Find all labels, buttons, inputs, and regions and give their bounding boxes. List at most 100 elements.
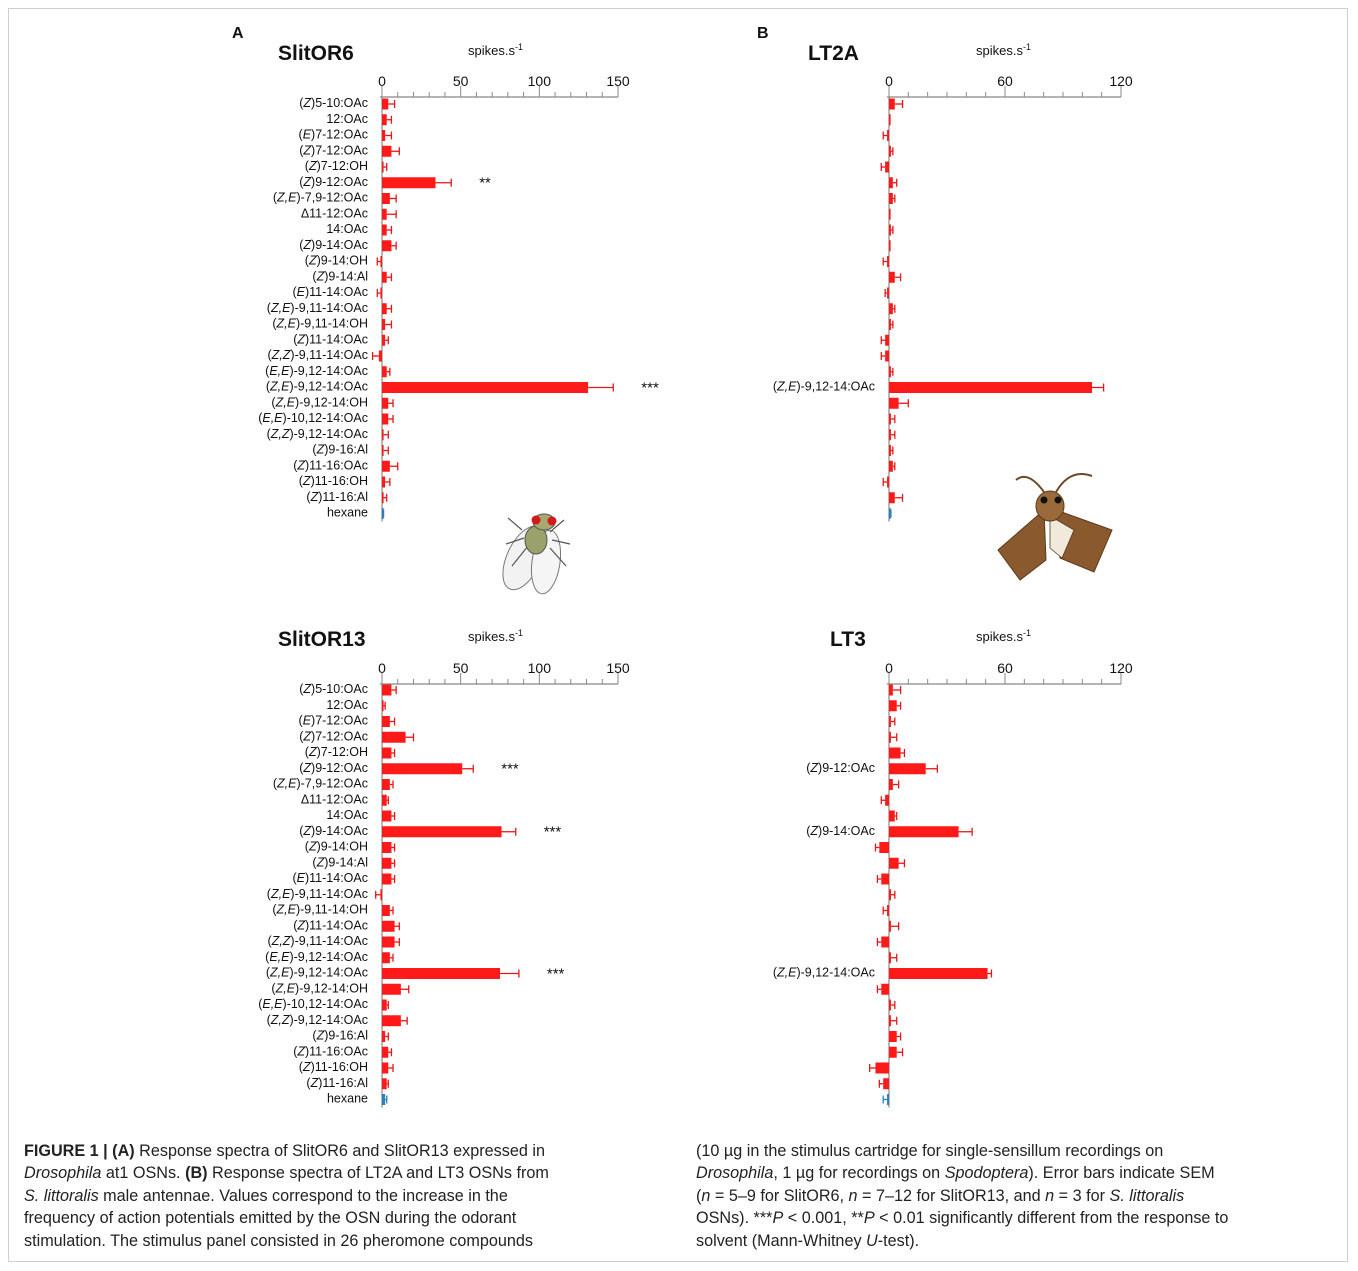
chart-lt3-bar bbox=[881, 936, 889, 948]
chart-slitor6-bar bbox=[382, 334, 386, 346]
chart-lt3-category-label: (Z,E)-9,12-14:OAc bbox=[773, 966, 875, 980]
chart-lt3-bar bbox=[879, 842, 889, 853]
chart-slitor13-category-label: Δ11-12:OAc bbox=[301, 793, 368, 807]
chart-lt3-bar bbox=[889, 857, 899, 869]
chart-slitor13-category-label: (Z)11-16:OH bbox=[299, 1060, 368, 1074]
chart-slitor13-bar bbox=[382, 826, 502, 838]
chart-slitor13-bar bbox=[382, 747, 392, 759]
chart-slitor6-bar bbox=[382, 224, 387, 236]
chart-slitor13-category-label: (Z)9-12:OAc bbox=[299, 761, 368, 775]
chart-lt3-bar bbox=[889, 763, 926, 775]
fly-legs bbox=[505, 517, 571, 567]
chart-lt2a-bar bbox=[889, 366, 891, 378]
chart-slitor6-bar bbox=[380, 256, 383, 267]
chart-slitor6-category-label: (E,E)-10,12-14:OAc bbox=[258, 411, 368, 425]
chart-slitor6-category-label: (Z)9-14:Al bbox=[312, 270, 368, 284]
chart-lt2a-bar bbox=[889, 177, 893, 189]
chart-slitor6-bar bbox=[382, 240, 392, 252]
chart-slitor13-category-label: (Z)11-14:OAc bbox=[293, 919, 368, 933]
chart-slitor13-tick-label-100: 100 bbox=[528, 660, 552, 676]
chart-slitor6-category-label: (Z)11-14:OAc bbox=[293, 333, 368, 347]
chart-lt3-bar bbox=[889, 1015, 891, 1027]
chart-slitor13-bar bbox=[382, 684, 392, 696]
chart-slitor6-category-label: (Z)9-12:OAc bbox=[299, 175, 368, 189]
chart-slitor13-bar bbox=[382, 936, 395, 948]
chart-lt2a-bar bbox=[889, 319, 891, 330]
chart-slitor13-bar bbox=[382, 731, 406, 743]
chart-slitor13-bar bbox=[382, 1078, 387, 1090]
chart-lt3-bar bbox=[889, 810, 895, 822]
chart-slitor13-axis-unit: spikes.s-1 bbox=[468, 628, 523, 644]
chart-lt2a-bar bbox=[887, 256, 889, 267]
chart-lt2a-bar bbox=[889, 382, 1092, 393]
chart-slitor6-category-label: (Z)5-10:OAc bbox=[299, 96, 368, 110]
chart-slitor6-category-label: 14:OAc bbox=[326, 222, 368, 236]
chart-slitor6-category-label: (Z)7-12:OAc bbox=[299, 144, 368, 158]
chart-slitor6-bar bbox=[382, 208, 387, 220]
caption-right-line-1: (10 µg in the stimulus cartridge for sin… bbox=[696, 1142, 1164, 1160]
chart-lt3-bar bbox=[889, 889, 891, 901]
chart-lt2a-title: LT2A bbox=[808, 42, 859, 65]
chart-slitor13-category-label: (Z,E)-9,11-14:OAc bbox=[267, 887, 368, 901]
chart-lt3-bar bbox=[887, 905, 889, 916]
spodoptera-moth-icon bbox=[997, 473, 1113, 581]
chart-slitor13-category-label: hexane bbox=[327, 1092, 368, 1106]
chart-slitor6-bar bbox=[382, 319, 386, 330]
chart-slitor13-category-label: (Z,Z)-9,12-14:OAc bbox=[267, 1013, 368, 1027]
chart-slitor13-bar bbox=[382, 1015, 401, 1027]
chart-slitor6-bar bbox=[382, 271, 387, 283]
chart-lt2a-bar bbox=[889, 271, 895, 283]
chart-slitor13-tick-label-150: 150 bbox=[606, 660, 630, 676]
chart-lt3-title: LT3 bbox=[830, 628, 866, 651]
chart-slitor6-bar bbox=[382, 130, 386, 141]
chart-slitor6-bar bbox=[382, 476, 386, 488]
chart-slitor6-bar bbox=[382, 193, 390, 204]
chart-slitor6-category-label: (Z,E)-9,11-14:OAc bbox=[267, 301, 368, 315]
chart-slitor13-bar bbox=[382, 983, 401, 995]
chart-slitor13-bar bbox=[382, 810, 392, 822]
chart-slitor13-bar bbox=[382, 857, 392, 869]
caption-left: FIGURE 1 | (A) Response spectra of SlitO… bbox=[24, 1140, 549, 1252]
chart-lt2a-bar bbox=[889, 145, 891, 157]
moth-wing-left bbox=[997, 508, 1047, 581]
chart-lt3-bar bbox=[883, 1078, 889, 1090]
figure-frame bbox=[8, 8, 1348, 1262]
chart-lt3-bar bbox=[889, 952, 891, 964]
chart-lt3-bar bbox=[889, 1031, 897, 1042]
caption-right-line-5: solvent (Mann-Whitney U-test). bbox=[696, 1231, 920, 1250]
chart-slitor6-category-label: (Z,Z)-9,12-14:OAc bbox=[267, 427, 368, 441]
chart-slitor6-category-label: (Z)9-14:OH bbox=[305, 254, 368, 268]
chart-lt2a-bar bbox=[887, 130, 889, 141]
moth-eye-right bbox=[1054, 496, 1062, 504]
chart-slitor13-bar bbox=[382, 952, 390, 964]
chart-slitor6-category-label: 12:OAc bbox=[326, 112, 368, 126]
chart-slitor13-title: SlitOR13 bbox=[278, 628, 366, 651]
chart-slitor6-category-label: (Z)7-12:OH bbox=[305, 159, 368, 173]
chart-slitor6-category-label: Δ11-12:OAc bbox=[301, 207, 368, 221]
chart-slitor13-category-label: 12:OAc bbox=[326, 698, 368, 712]
chart-lt3-bar bbox=[885, 794, 889, 806]
caption-left-line-3: S. littoralis male antennae. Values corr… bbox=[24, 1186, 508, 1205]
moth-wing-pale bbox=[1049, 515, 1075, 559]
chart-lt2a-bar bbox=[889, 224, 891, 236]
chart-slitor6-bar bbox=[382, 145, 392, 157]
chart-slitor6-category-label: (Z)11-16:OH bbox=[299, 474, 368, 488]
chart-slitor13-significance: *** bbox=[544, 824, 562, 841]
chart-slitor13-bar bbox=[380, 889, 383, 901]
chart-lt3-bar bbox=[889, 920, 891, 932]
caption-right-line-3: (n = 5–9 for SlitOR6, n = 7–12 for SlitO… bbox=[696, 1186, 1185, 1205]
chart-lt2a-bar bbox=[889, 240, 891, 252]
chart-lt2a-bar bbox=[889, 413, 891, 425]
chart-slitor6-category-label: (E,E)-9,12-14:OAc bbox=[265, 364, 368, 378]
chart-slitor6-bar bbox=[382, 177, 436, 189]
chart-slitor13-category-label: (Z,E)-9,12-14:OH bbox=[271, 982, 368, 996]
chart-slitor13-bar bbox=[382, 1046, 389, 1058]
chart-lt3-bar bbox=[889, 731, 891, 743]
chart-slitor13-category-label: (Z)9-16:Al bbox=[312, 1029, 368, 1043]
chart-slitor13-tick-label-50: 50 bbox=[453, 660, 469, 676]
chart-lt2a-bar bbox=[889, 208, 891, 220]
chart-slitor13-bar bbox=[382, 779, 390, 790]
chart-slitor6-significance: *** bbox=[641, 379, 659, 396]
chart-slitor6-category-label: (Z)9-14:OAc bbox=[299, 238, 368, 252]
chart-lt3-bar bbox=[875, 1062, 889, 1074]
